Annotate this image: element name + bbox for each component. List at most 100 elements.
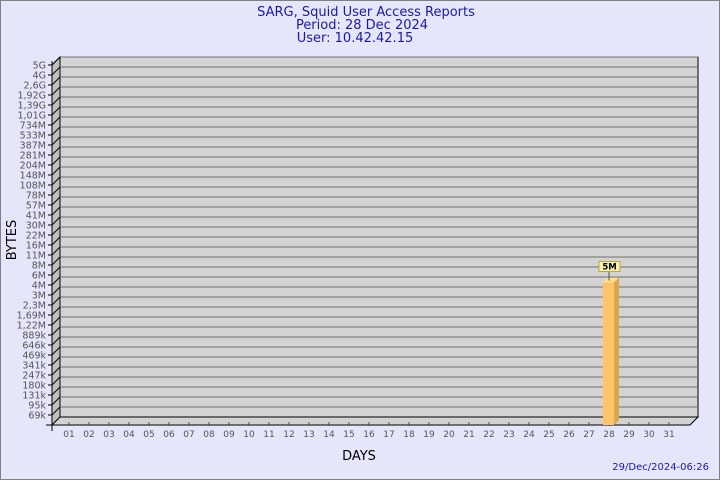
- x-tick-label: 10: [243, 430, 255, 440]
- x-tick-label: 29: [623, 430, 635, 440]
- x-tick-label: 02: [83, 430, 94, 440]
- x-tick-label: 13: [303, 430, 314, 440]
- y-tick-label: 95k: [28, 401, 46, 412]
- gridline-side: [51, 286, 61, 296]
- y-tick-label: 148M: [20, 171, 46, 182]
- y-tick-label: 8M: [32, 261, 46, 272]
- bar-label-box: [598, 260, 621, 272]
- gridline-side: [51, 376, 61, 386]
- x-tick-label: 25: [543, 430, 554, 440]
- y-tick-label: 5G: [33, 61, 46, 72]
- gridline-side: [51, 406, 61, 416]
- bar-side: [614, 277, 619, 425]
- y-tick-label: 4M: [32, 281, 46, 292]
- chart-user: User: 10.42.42.15: [297, 31, 413, 46]
- gridline-side: [51, 296, 61, 306]
- y-tick-label: 533M: [20, 131, 46, 142]
- gridline-side: [51, 126, 61, 136]
- y-tick-label: 1,39G: [17, 101, 46, 112]
- y-tick-label: 2,3M: [23, 301, 46, 312]
- bar: [603, 282, 614, 425]
- x-tick-label: 17: [383, 430, 394, 440]
- y-tick-label: 247k: [22, 371, 46, 382]
- y-tick-label: 341k: [22, 361, 46, 372]
- x-tick-label: 27: [583, 430, 594, 440]
- y-tick-label: 1,22M: [17, 321, 46, 332]
- x-tick-label: 15: [343, 430, 354, 440]
- gridline-side: [51, 276, 61, 286]
- gridline-side: [51, 226, 61, 236]
- gridline-side: [51, 66, 61, 76]
- y-tick-label: 469k: [22, 351, 46, 362]
- gridline-side: [51, 136, 61, 146]
- x-tick-label: 16: [363, 430, 375, 440]
- y-tick-label: 734M: [20, 121, 46, 132]
- y-tick-label: 1,92G: [17, 91, 46, 102]
- y-tick-label: 16M: [26, 241, 46, 252]
- x-tick-label: 06: [163, 430, 175, 440]
- chart-period: Period: 28 Dec 2024: [296, 18, 428, 33]
- y-tick-label: 387M: [20, 141, 46, 152]
- x-tick-label: 08: [203, 430, 215, 440]
- gridline-side: [51, 386, 61, 396]
- gridline-side: [51, 366, 61, 376]
- gridline-side: [51, 236, 61, 246]
- gridline-side: [51, 256, 61, 266]
- x-tick-label: 28: [603, 430, 615, 440]
- x-tick-label: 21: [463, 430, 474, 440]
- gridline-side: [51, 186, 61, 196]
- y-tick-label: 1,69M: [17, 311, 46, 322]
- y-tick-label: 2,6G: [24, 81, 46, 92]
- gridline-side: [51, 336, 61, 346]
- x-tick-label: 20: [443, 430, 455, 440]
- bar-top: [603, 277, 619, 283]
- gridline-side: [51, 246, 61, 256]
- y-tick-label: 131k: [22, 391, 46, 402]
- x-tick-label: 04: [123, 430, 135, 440]
- gridline-side: [51, 356, 61, 366]
- gridline-side: [51, 156, 61, 166]
- gridline-side: [51, 176, 61, 186]
- gridline-side: [51, 206, 61, 216]
- x-tick-label: 26: [563, 430, 575, 440]
- gridline-side: [51, 146, 61, 156]
- gridline-side: [51, 216, 61, 226]
- gridline-side: [51, 396, 61, 406]
- y-tick-label: 57M: [26, 201, 46, 212]
- gridline-side: [51, 166, 61, 176]
- y-tick-label: 22M: [26, 231, 46, 242]
- x-tick-label: 01: [63, 430, 74, 440]
- gridline-side: [51, 306, 61, 316]
- y-tick-label: 180k: [22, 381, 46, 392]
- y-tick-label: 889k: [22, 331, 46, 342]
- x-tick-label: 31: [663, 430, 674, 440]
- x-tick-label: 07: [183, 430, 194, 440]
- gridline-side: [51, 116, 61, 126]
- y-tick-label: 6M: [32, 271, 46, 282]
- y-tick-label: 204M: [20, 161, 46, 172]
- x-tick-label: 18: [403, 430, 415, 440]
- y-tick-label: 108M: [20, 181, 46, 192]
- x-tick-label: 23: [503, 430, 514, 440]
- x-tick-label: 03: [103, 430, 114, 440]
- y-tick-label: 41M: [26, 211, 46, 222]
- y-tick-label: 1,01G: [17, 111, 46, 122]
- y-tick-label: 69k: [28, 411, 46, 422]
- gridline-side: [51, 266, 61, 276]
- x-tick-label: 12: [283, 430, 294, 440]
- bar-data-label: 5M: [602, 262, 616, 272]
- y-tick-label: 30M: [26, 221, 46, 232]
- x-tick-label: 05: [143, 430, 154, 440]
- y-tick-label: 3M: [32, 291, 46, 302]
- y-tick-label: 646k: [22, 341, 46, 352]
- gridline-side: [51, 56, 61, 66]
- timestamp: 29/Dec/2024-06:26: [612, 462, 709, 473]
- y-tick-label: 4G: [33, 71, 46, 82]
- x-tick-label: 22: [483, 430, 494, 440]
- gridline-side: [51, 86, 61, 96]
- gridline-side: [51, 326, 61, 336]
- x-tick-label: 14: [323, 430, 335, 440]
- gridline-side: [51, 106, 61, 116]
- chart-title: SARG, Squid User Access Reports: [257, 5, 475, 20]
